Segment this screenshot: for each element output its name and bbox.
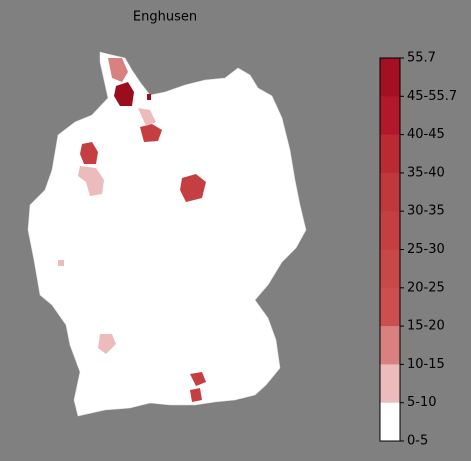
region-red bbox=[190, 388, 202, 402]
country-outline bbox=[27, 51, 307, 417]
region-light bbox=[138, 108, 156, 126]
region-light bbox=[58, 260, 64, 266]
colorbar-label: 10-15 bbox=[407, 357, 445, 372]
colorbar-segment bbox=[380, 172, 400, 212]
colorbar-segment bbox=[380, 96, 400, 136]
region-red bbox=[140, 124, 162, 142]
region-red bbox=[190, 372, 206, 386]
map-title: Enghusen bbox=[133, 10, 197, 25]
colorbar-label: 5-10 bbox=[407, 395, 437, 410]
colorbar-label: 20-25 bbox=[407, 280, 445, 295]
colorbar-label: 25-30 bbox=[407, 242, 445, 257]
region-red bbox=[80, 142, 98, 164]
colorbar-label: 0-5 bbox=[407, 434, 428, 449]
colorbar-segment bbox=[380, 326, 400, 365]
colorbar-label: 45-55.7 bbox=[407, 89, 457, 104]
colorbar-label: 15-20 bbox=[407, 319, 445, 334]
region-light bbox=[78, 166, 104, 196]
colorbar-label: 30-35 bbox=[407, 204, 445, 219]
colorbar-segment bbox=[380, 134, 400, 174]
region-mid bbox=[108, 58, 128, 82]
colorbar-segment bbox=[380, 249, 400, 289]
colorbar-segment bbox=[380, 364, 400, 404]
region-red bbox=[180, 174, 206, 202]
colorbar-segment bbox=[380, 402, 400, 442]
colorbar: 55.7 45-55.7 40-45 35-40 30-35 25-30 20-25 15-2… bbox=[379, 51, 457, 449]
germany-map bbox=[27, 51, 307, 417]
colorbar-label: 40-45 bbox=[407, 127, 445, 142]
colorbar-label: 35-40 bbox=[407, 165, 445, 180]
region-light bbox=[98, 334, 116, 354]
colorbar-segment bbox=[380, 211, 400, 250]
colorbar-segment bbox=[380, 58, 400, 97]
colorbar-segment bbox=[380, 287, 400, 327]
colorbar-label: 55.7 bbox=[407, 51, 436, 66]
region-high bbox=[114, 82, 134, 106]
region-high bbox=[147, 94, 151, 100]
